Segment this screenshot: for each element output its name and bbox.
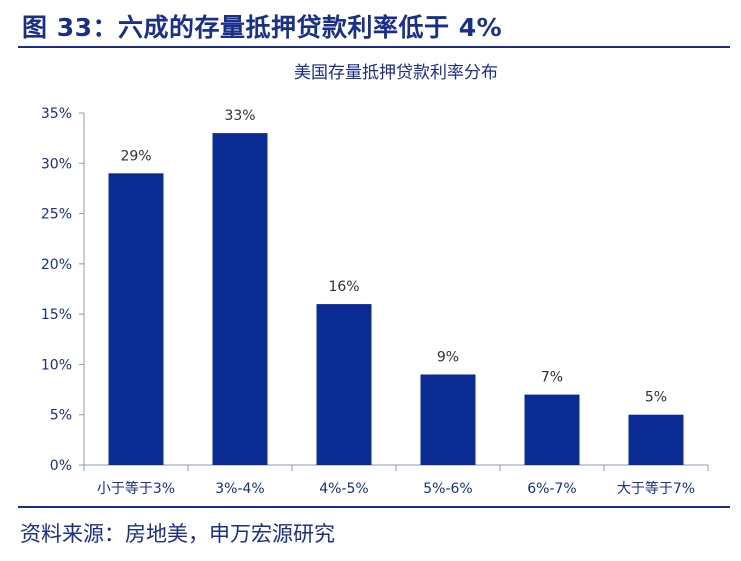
y-tick-label: 5%	[50, 408, 72, 424]
y-tick-label: 25%	[41, 207, 72, 223]
data-label: 33%	[224, 108, 255, 124]
bar-6	[628, 414, 684, 465]
data-label: 9%	[437, 349, 459, 365]
x-category-label: 大于等于7%	[617, 480, 695, 497]
x-category-label: 小于等于3%	[97, 480, 175, 497]
y-tick-label: 10%	[41, 357, 72, 373]
bar-chart: 美国存量抵押贷款利率分布 0% 5% 10% 15% 20% 25% 30% 35% 29% 小于…	[41, 63, 709, 497]
bar-3	[316, 304, 372, 465]
x-category-label: 4%-5%	[319, 481, 368, 497]
chart-container: 美国存量抵押贷款利率分布 0% 5% 10% 15% 20% 25% 30% 35% 29% 小于…	[0, 50, 741, 504]
x-category-label: 6%-7%	[527, 481, 576, 497]
y-tick-label: 30%	[41, 156, 72, 172]
data-label: 16%	[328, 279, 359, 295]
bar-4	[420, 374, 476, 465]
figure-title: 图 33：六成的存量抵押贷款利率低于 4%	[22, 13, 503, 42]
y-tick-label: 35%	[41, 106, 72, 122]
data-label: 7%	[541, 370, 563, 386]
x-category-label: 3%-4%	[215, 481, 264, 497]
data-label: 5%	[645, 390, 667, 406]
y-tick-label: 0%	[50, 458, 72, 474]
bar-1	[108, 173, 164, 465]
bar-5	[524, 394, 580, 465]
y-tick-label: 20%	[41, 257, 72, 273]
bar-2	[212, 133, 268, 465]
source-note: 资料来源：房地美，申万宏源研究	[20, 522, 335, 546]
y-tick-label: 15%	[41, 307, 72, 323]
source-rule	[18, 506, 730, 508]
chart-title: 美国存量抵押贷款利率分布	[294, 63, 498, 83]
title-rule	[18, 46, 730, 48]
data-label: 29%	[120, 148, 151, 164]
x-category-label: 5%-6%	[423, 481, 472, 497]
